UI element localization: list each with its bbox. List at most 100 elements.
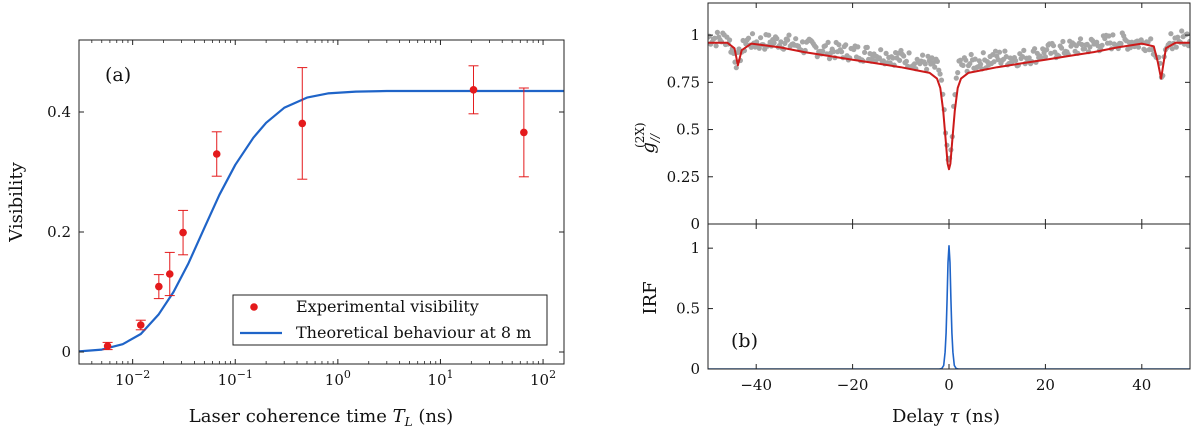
g2-data-point xyxy=(1173,44,1179,50)
g2-data-point xyxy=(1087,44,1093,50)
panel-b-lower-y-tick-label: 0.5 xyxy=(676,300,700,318)
g2-data-point xyxy=(922,61,928,67)
g2-data-point xyxy=(978,61,984,67)
panel-b-x-tick-label: −20 xyxy=(837,376,869,394)
g2-data-point xyxy=(1135,44,1142,50)
panel-b-y-title-variable: g xyxy=(638,142,659,154)
g2-data-point xyxy=(1179,28,1185,34)
g2-data-point xyxy=(883,50,889,57)
g2-data-point xyxy=(991,59,997,65)
panel-b-y-title-subscript: // xyxy=(648,132,662,143)
panel-a-x-title-variable: T xyxy=(393,406,407,427)
tick-base: 10 xyxy=(115,371,134,389)
g2-data-point xyxy=(745,35,752,41)
g2-data-point xyxy=(878,47,884,53)
g2-data-point xyxy=(953,75,959,81)
panel-b-upper-y-tick-label: 0.75 xyxy=(667,73,700,91)
panel-a-legend: Experimental visibility Theoretical beha… xyxy=(232,294,548,346)
g2-data-point xyxy=(906,50,912,56)
g2-data-point xyxy=(972,56,978,62)
experimental-point xyxy=(298,119,307,128)
g2-data-point xyxy=(714,29,721,35)
experimental-point xyxy=(520,128,528,137)
panel-a-x-axis-title: Laser coherence time TL (ns) xyxy=(189,406,453,429)
panel-a-x-tick-label: 10−2 xyxy=(115,368,150,389)
panel-b-x-axis-title: Delay τ (ns) xyxy=(892,406,1000,427)
panel-a-frame xyxy=(78,39,565,365)
g2-data-point xyxy=(903,58,910,64)
experimental-point xyxy=(136,321,145,329)
g2-data-point xyxy=(1021,47,1027,54)
g2-data-point xyxy=(793,36,799,42)
g2-data-point xyxy=(1118,41,1124,47)
g2-data-point xyxy=(1107,40,1113,46)
g2-data-point xyxy=(758,35,764,41)
g2-data-point xyxy=(890,55,896,61)
g2-data-point xyxy=(938,77,945,83)
g2-data-point xyxy=(1059,45,1065,51)
g2-data-point xyxy=(786,32,792,38)
panel-b-x-tick-label: −40 xyxy=(740,376,772,394)
panel-b-x-title-unit: (ns) xyxy=(959,406,1000,427)
panel-b-lower-y-axis-title: IRF xyxy=(640,281,661,314)
g2-data-point xyxy=(839,49,845,55)
panel-b-chart: −40 −20 0 20 40 0 0.25 0.5 0.75 1 0 0.5 1 (b) g//(2X… xyxy=(633,2,1191,427)
panel-a-label: (a) xyxy=(105,64,131,86)
experimental-point xyxy=(179,228,187,237)
experimental-point xyxy=(103,342,112,350)
experimental-point xyxy=(165,270,174,278)
tick-exponent: 2 xyxy=(549,368,556,381)
g2-data-point xyxy=(1002,48,1008,54)
experimental-point xyxy=(212,150,221,158)
g2-data-point xyxy=(826,56,833,62)
panel-b-x-title-variable: τ xyxy=(949,406,960,427)
experimental-point xyxy=(155,282,163,291)
g2-data-point xyxy=(898,47,904,54)
panel-b-x-tick-label: 20 xyxy=(1036,376,1055,394)
experimental-point xyxy=(469,86,478,94)
legend-box xyxy=(232,294,548,346)
g2-data-point xyxy=(980,50,986,56)
g2-data-point xyxy=(1099,42,1105,48)
g2-data-point xyxy=(1185,43,1190,49)
g2-data-point xyxy=(748,44,754,50)
g2-data-point xyxy=(967,61,973,67)
g2-data-point xyxy=(911,61,918,67)
panel-b-upper-y-tick-label: 1 xyxy=(690,26,700,44)
g2-data-point xyxy=(733,65,739,71)
panel-a-x-title-unit: (ns) xyxy=(413,406,454,427)
g2-data-point xyxy=(867,51,873,57)
g2-data-point xyxy=(995,57,1001,63)
panel-b-lower-y-tick-label: 0 xyxy=(690,360,700,378)
panel-b-lower-plot-area xyxy=(708,245,1190,369)
g2-data-point xyxy=(1168,31,1174,37)
tick-base: 10 xyxy=(218,371,237,389)
g2-data-point xyxy=(996,49,1003,55)
theory-curve xyxy=(78,89,564,353)
g2-data-point xyxy=(1013,58,1019,64)
panel-b-upper-plot-area xyxy=(708,28,1190,171)
legend-marker-experimental xyxy=(250,303,258,311)
g2-data-point xyxy=(1044,47,1050,53)
g2-data-point xyxy=(712,35,718,41)
panel-b-upper-y-tick-label: 0.5 xyxy=(676,121,700,139)
panel-b-upper-y-tick-label: 0 xyxy=(690,215,700,233)
g2-data-point xyxy=(799,39,806,45)
tick-exponent: 1 xyxy=(447,368,454,381)
g2-data-point xyxy=(774,35,780,42)
g2-data-point xyxy=(924,66,930,72)
panel-b-label: (b) xyxy=(731,330,758,352)
g2-data-point xyxy=(968,51,974,58)
g2-data-point xyxy=(1042,54,1048,60)
g2-data-point xyxy=(843,42,849,48)
irf-curve xyxy=(708,245,1190,369)
g2-data-point xyxy=(1079,41,1085,48)
g2-data-point xyxy=(957,57,964,63)
g2-data-point xyxy=(1095,43,1101,49)
g2-data-point xyxy=(955,70,961,76)
g2-data-point xyxy=(1077,36,1084,42)
panel-a-plot-area xyxy=(78,65,564,353)
g2-data-point xyxy=(932,64,938,70)
